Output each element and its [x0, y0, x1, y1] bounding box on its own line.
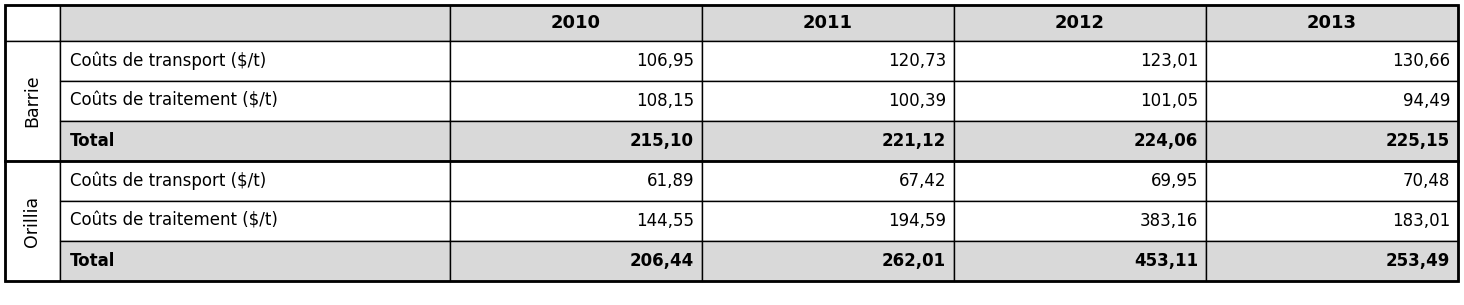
Bar — [955, 81, 1206, 121]
Bar — [4, 5, 60, 41]
Bar — [703, 5, 955, 41]
Bar — [1206, 121, 1458, 161]
Bar — [955, 5, 1206, 41]
Bar — [703, 201, 955, 241]
Bar — [449, 5, 703, 41]
Bar — [1206, 201, 1458, 241]
Bar — [60, 121, 449, 161]
Bar — [955, 41, 1206, 81]
Text: 61,89: 61,89 — [647, 172, 694, 190]
Bar — [449, 201, 703, 241]
Text: 215,10: 215,10 — [630, 132, 694, 150]
Text: 101,05: 101,05 — [1140, 92, 1198, 110]
Text: Coûts de traitement ($/t): Coûts de traitement ($/t) — [70, 212, 278, 230]
Bar — [449, 161, 703, 201]
Bar — [449, 121, 703, 161]
Text: 453,11: 453,11 — [1135, 252, 1198, 270]
Bar — [955, 201, 1206, 241]
Text: 194,59: 194,59 — [889, 212, 946, 230]
Text: Total: Total — [70, 252, 116, 270]
Text: 224,06: 224,06 — [1133, 132, 1198, 150]
Text: 108,15: 108,15 — [635, 92, 694, 110]
Bar — [4, 161, 60, 281]
Text: 383,16: 383,16 — [1140, 212, 1198, 230]
Text: 100,39: 100,39 — [887, 92, 946, 110]
Text: Barrie: Barrie — [23, 75, 41, 127]
Text: Total: Total — [70, 132, 116, 150]
Text: 253,49: 253,49 — [1385, 252, 1449, 270]
Text: 2012: 2012 — [1056, 14, 1105, 32]
Bar — [60, 5, 449, 41]
Bar — [449, 81, 703, 121]
Text: 130,66: 130,66 — [1392, 52, 1449, 70]
Bar — [60, 41, 449, 81]
Text: 262,01: 262,01 — [881, 252, 946, 270]
Bar — [703, 161, 955, 201]
Bar — [703, 81, 955, 121]
Bar — [60, 201, 449, 241]
Bar — [703, 121, 955, 161]
Text: Coûts de transport ($/t): Coûts de transport ($/t) — [70, 172, 266, 190]
Text: 123,01: 123,01 — [1139, 52, 1198, 70]
Text: 2013: 2013 — [1307, 14, 1357, 32]
Text: 144,55: 144,55 — [635, 212, 694, 230]
Bar — [703, 41, 955, 81]
Text: 70,48: 70,48 — [1403, 172, 1449, 190]
Bar — [1206, 241, 1458, 281]
Bar — [4, 41, 60, 161]
Text: 206,44: 206,44 — [630, 252, 694, 270]
Bar — [1206, 161, 1458, 201]
Text: Coûts de transport ($/t): Coûts de transport ($/t) — [70, 52, 266, 70]
Bar — [1206, 41, 1458, 81]
Text: 67,42: 67,42 — [899, 172, 946, 190]
Bar — [955, 241, 1206, 281]
Text: 2010: 2010 — [550, 14, 602, 32]
Bar — [955, 161, 1206, 201]
Bar — [449, 241, 703, 281]
Bar — [955, 121, 1206, 161]
Text: 225,15: 225,15 — [1386, 132, 1449, 150]
Text: 183,01: 183,01 — [1392, 212, 1449, 230]
Bar — [60, 161, 449, 201]
Bar — [1206, 5, 1458, 41]
Text: 2011: 2011 — [802, 14, 854, 32]
Bar — [449, 41, 703, 81]
Bar — [60, 81, 449, 121]
Text: Orillia: Orillia — [23, 196, 41, 246]
Text: 106,95: 106,95 — [635, 52, 694, 70]
Bar — [703, 241, 955, 281]
Text: 94,49: 94,49 — [1403, 92, 1449, 110]
Text: 221,12: 221,12 — [881, 132, 946, 150]
Text: Coûts de traitement ($/t): Coûts de traitement ($/t) — [70, 92, 278, 110]
Text: 69,95: 69,95 — [1151, 172, 1198, 190]
Bar — [1206, 81, 1458, 121]
Text: 120,73: 120,73 — [887, 52, 946, 70]
Bar — [60, 241, 449, 281]
